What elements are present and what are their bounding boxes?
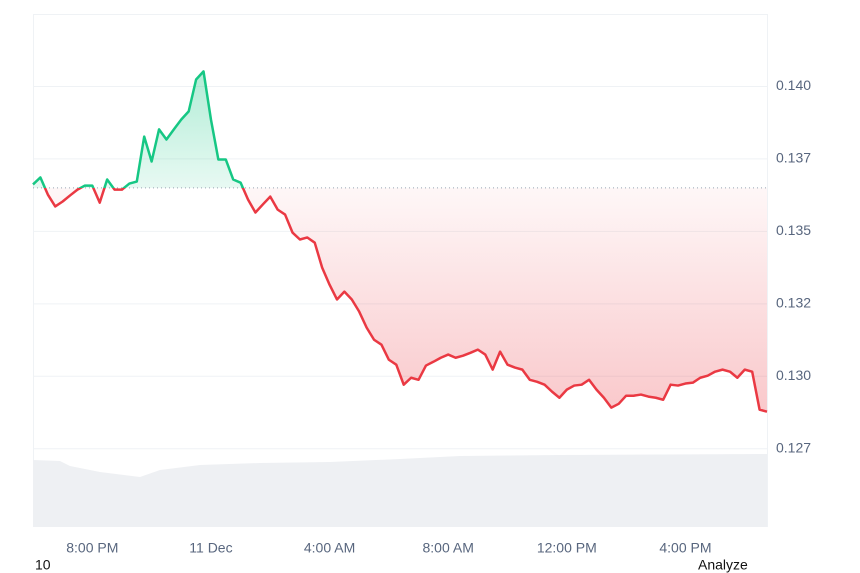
x-tick-label: 8:00 PM xyxy=(66,540,118,556)
y-tick-label: 0.132 xyxy=(776,295,811,311)
volume-area xyxy=(33,454,767,527)
x-tick-label: 4:00 AM xyxy=(304,540,355,556)
area xyxy=(33,71,767,412)
x-tick-label: 12:00 PM xyxy=(537,540,597,556)
x-tick-label: 11 Dec xyxy=(189,540,232,556)
x-tick-label: 4:00 PM xyxy=(659,540,711,556)
y-tick-label: 0.140 xyxy=(776,77,811,93)
y-tick-label: 0.130 xyxy=(776,367,811,383)
price-line xyxy=(32,70,768,413)
y-tick-label: 0.135 xyxy=(776,222,811,238)
footer-right[interactable]: Analyze xyxy=(698,557,748,573)
x-tick-label: 8:00 AM xyxy=(423,540,474,556)
y-tick-label: 0.137 xyxy=(776,150,811,166)
footer-left: 10 xyxy=(35,557,51,573)
y-tick-label: 0.127 xyxy=(776,439,811,455)
